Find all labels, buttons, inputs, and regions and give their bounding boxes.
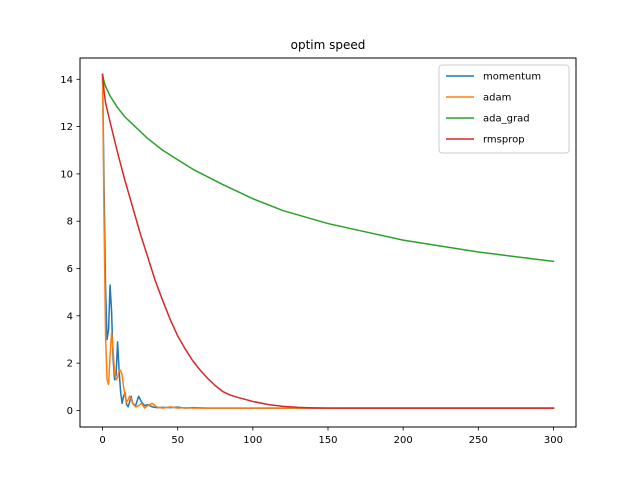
legend-box <box>438 64 570 154</box>
series-line-ada-grad <box>101 73 555 263</box>
y-tick-label: 0 <box>67 406 73 417</box>
x-tick-label: 200 <box>394 435 413 446</box>
series-line-rmsprop <box>101 73 555 409</box>
y-tick-label: 14 <box>60 75 73 86</box>
axis-ticks: 0 50 100 150 200 250 300 0 2 4 6 8 10 12 14 <box>60 75 563 446</box>
x-tick-label: 300 <box>544 435 563 446</box>
legend-label-ada-grad: ada_grad <box>483 114 530 125</box>
legend-label-momentum: momentum <box>483 72 541 83</box>
y-tick-label: 2 <box>67 359 73 370</box>
series-line-adam <box>101 73 555 409</box>
y-tick-label: 4 <box>67 311 73 322</box>
y-tick-label: 10 <box>60 169 73 180</box>
legend-label-rmsprop: rmsprop <box>483 135 525 146</box>
legend-label-adam: adam <box>483 93 511 104</box>
x-tick-label: 50 <box>171 435 184 446</box>
y-tick-label: 8 <box>67 217 73 228</box>
x-tick-label: 0 <box>99 435 105 446</box>
x-tick-label: 250 <box>469 435 488 446</box>
plot-area <box>101 73 555 409</box>
chart-title: optim speed <box>291 38 366 52</box>
x-tick-label: 150 <box>318 435 337 446</box>
y-tick-label: 6 <box>67 264 73 275</box>
x-tick-label: 100 <box>243 435 262 446</box>
y-tick-label: 12 <box>60 122 73 133</box>
